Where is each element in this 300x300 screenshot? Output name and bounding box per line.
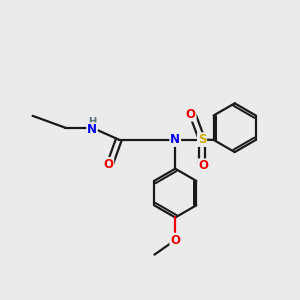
Text: H: H (88, 117, 96, 128)
Text: N: N (87, 123, 97, 136)
Text: O: O (170, 234, 180, 247)
Text: O: O (103, 158, 113, 171)
Text: S: S (198, 133, 206, 146)
Text: O: O (186, 108, 196, 121)
Text: O: O (199, 159, 208, 172)
Text: N: N (170, 133, 180, 146)
